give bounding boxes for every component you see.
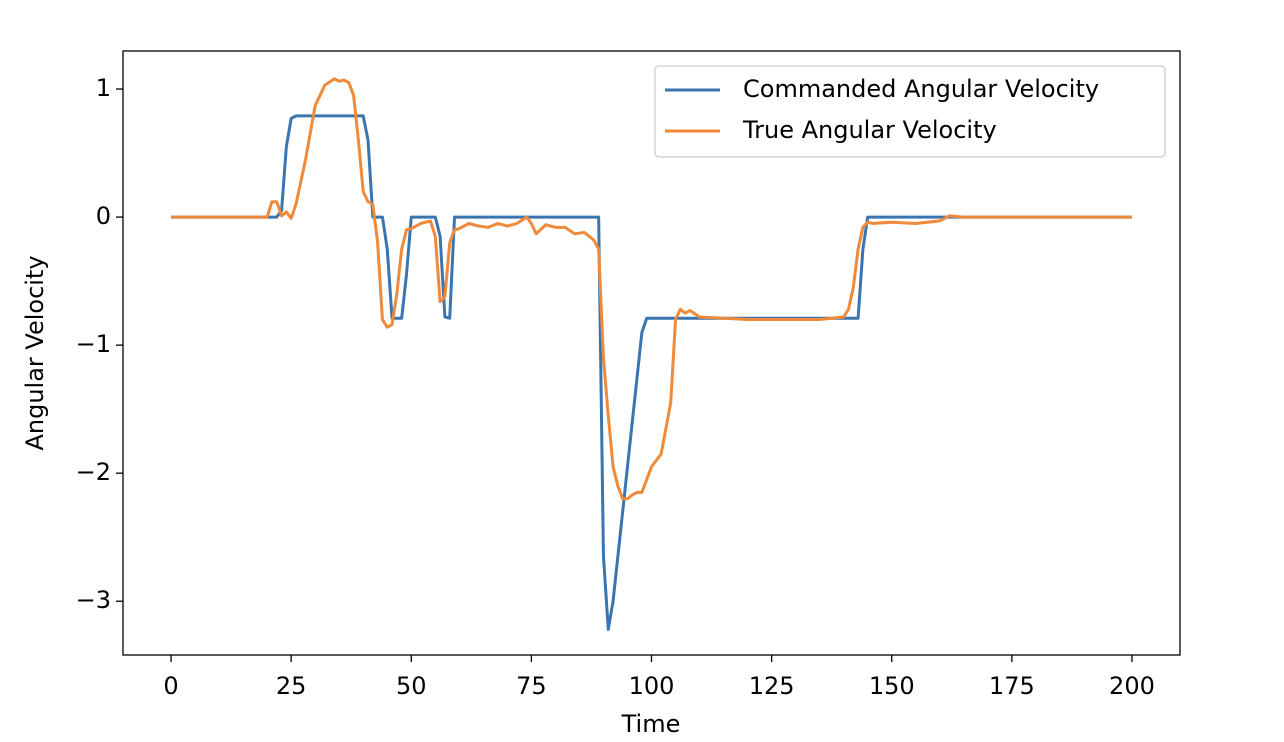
data-line — [171, 114, 1132, 631]
y-tick-label: 1 — [96, 74, 111, 102]
x-axis-label: Time — [621, 710, 681, 738]
legend-box — [654, 65, 1166, 158]
x-tick-label: 200 — [1109, 672, 1155, 700]
x-tick-label: 125 — [749, 672, 795, 700]
y-tick-label: −1 — [76, 330, 111, 358]
x-tick-label: 175 — [989, 672, 1035, 700]
data-line — [171, 77, 1132, 501]
x-tick-label: 50 — [396, 672, 427, 700]
legend-label: Commanded Angular Velocity — [743, 75, 1099, 103]
x-tick-label: 150 — [869, 672, 915, 700]
plot-frame — [122, 50, 1181, 656]
y-axis-label: Angular Velocity — [21, 255, 49, 450]
y-tick-label: −3 — [76, 586, 111, 614]
x-tick-label: 100 — [629, 672, 675, 700]
x-tick-label: 75 — [516, 672, 547, 700]
x-tick-label: 25 — [276, 672, 307, 700]
y-tick-label: 0 — [96, 202, 111, 230]
x-tick-label: 0 — [163, 672, 178, 700]
y-tick-label: −2 — [76, 458, 111, 486]
legend-label: True Angular Velocity — [742, 116, 997, 144]
